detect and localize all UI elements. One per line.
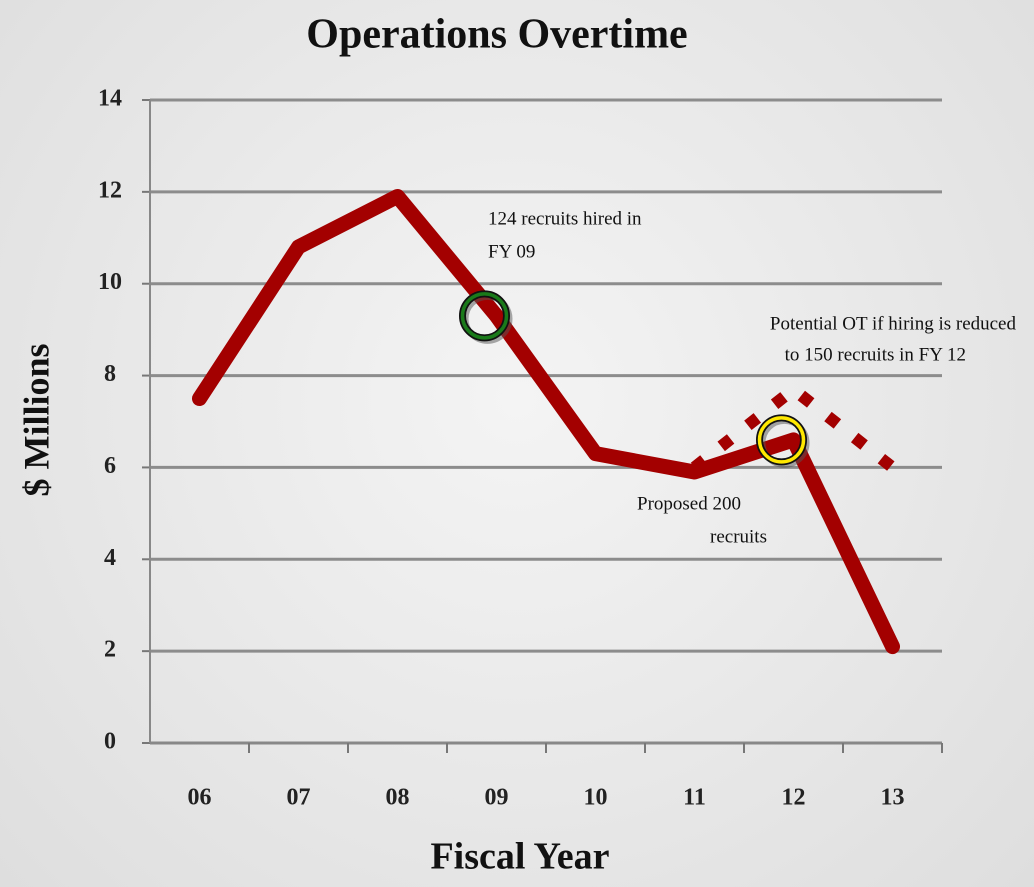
highlight-ring-inner <box>460 292 509 340</box>
y-tick-label: 6 <box>104 453 116 479</box>
annotation: to 150 recruits in FY 12 <box>785 344 966 365</box>
annotation: 124 recruits hired in <box>488 208 642 229</box>
data-line <box>192 188 900 655</box>
data-line <box>690 383 897 473</box>
y-tick-label: 4 <box>104 545 116 571</box>
highlight-ring-inner <box>757 416 806 464</box>
x-tick-label: 10 <box>584 785 608 811</box>
y-tick-label: 2 <box>104 637 116 663</box>
y-tick-label: 8 <box>104 361 116 387</box>
x-tick-label: 11 <box>683 785 706 811</box>
annotation: Proposed 200 <box>637 493 741 514</box>
annotation: recruits <box>710 526 767 547</box>
chart-title: Operations Overtime <box>306 12 687 58</box>
y-tick-label: 10 <box>98 269 122 295</box>
x-tick-label: 07 <box>287 785 311 811</box>
x-tick-label: 12 <box>782 785 806 811</box>
y-tick-label: 0 <box>104 729 116 755</box>
annotation: FY 09 <box>488 241 535 262</box>
x-tick-label: 06 <box>188 785 212 811</box>
x-axis-label: Fiscal Year <box>430 836 609 878</box>
x-tick-label: 09 <box>485 785 509 811</box>
y-tick-label: 14 <box>98 86 122 112</box>
annotation: Potential OT if hiring is reduced <box>770 313 1017 334</box>
y-tick-label: 12 <box>98 177 122 203</box>
y-axis-label: $ Millions <box>16 343 56 496</box>
x-tick-label: 08 <box>386 785 410 811</box>
x-tick-label: 13 <box>881 785 905 811</box>
